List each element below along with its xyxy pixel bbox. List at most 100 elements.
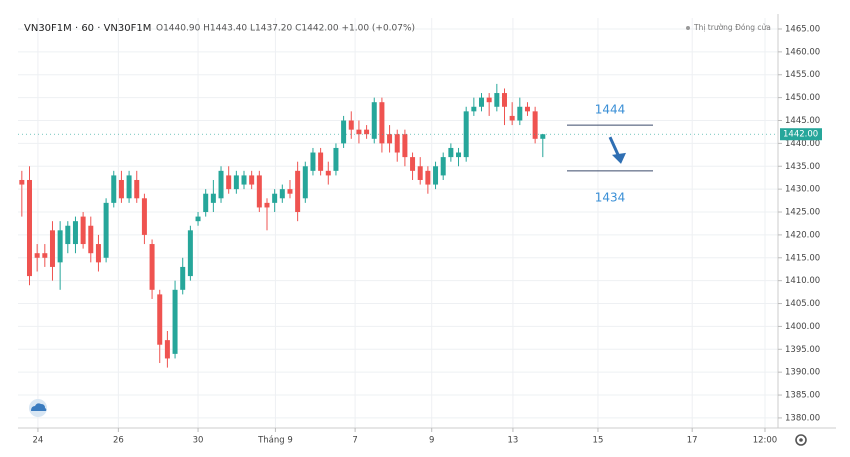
candle-body: [65, 225, 71, 245]
candle-body: [126, 175, 132, 199]
symbol-title: VN30F1M · 60 · VN30F1M: [24, 23, 151, 34]
x-tick-label: 9: [429, 436, 434, 446]
candle-body: [19, 179, 25, 185]
candle-body: [272, 193, 278, 203]
ohlc-legend: O1440.90 H1443.40 L1437.20 C1442.00 +1.0…: [156, 24, 415, 34]
x-tick-label: 17: [687, 436, 698, 446]
candle-body: [486, 97, 492, 103]
candle-body: [249, 175, 255, 185]
candle-body: [371, 102, 377, 139]
y-tick-label: 1400.00: [785, 322, 820, 332]
y-tick-label: 1450.00: [785, 93, 820, 103]
level-label: 1434: [595, 190, 626, 204]
x-tick-label: 15: [593, 436, 604, 446]
candle-body: [172, 289, 178, 354]
y-tick-label: 1460.00: [785, 47, 820, 57]
candle-body: [433, 166, 439, 185]
y-tick-label: 1390.00: [785, 368, 820, 378]
x-tick-label: 26: [113, 436, 124, 446]
y-tick-label: 1395.00: [785, 345, 820, 355]
y-tick-label: 1380.00: [785, 413, 820, 423]
y-tick-label: 1440.00: [785, 139, 820, 149]
candle-body: [118, 179, 124, 199]
candle-body: [103, 202, 109, 258]
logo-cloud: [31, 403, 47, 411]
arrow-shaft: [608, 136, 621, 158]
last-price-label: 1442.00: [783, 130, 818, 140]
candle-body: [210, 193, 216, 203]
candle-body: [57, 230, 63, 263]
candle-body: [402, 134, 408, 158]
candle-body: [256, 175, 262, 208]
candle-body: [448, 147, 454, 158]
candle-body: [341, 120, 347, 144]
candle-body: [72, 221, 78, 245]
candle-body: [364, 129, 370, 135]
candle-body: [279, 189, 285, 199]
candle-body: [88, 225, 94, 254]
candle-body: [187, 230, 193, 277]
last-price-tag: [780, 128, 822, 141]
candle-body: [310, 152, 316, 171]
candle-body: [532, 111, 538, 139]
y-tick-label: 1445.00: [785, 116, 820, 126]
x-tick-label: 12:00: [753, 436, 778, 446]
candle-body: [410, 157, 416, 171]
candle-body: [295, 170, 301, 213]
x-tick-label: 7: [352, 436, 357, 446]
y-tick-label: 1385.00: [785, 391, 820, 401]
level-label: 1444: [595, 103, 626, 117]
candle-body: [456, 152, 462, 158]
arrow-head: [612, 152, 626, 164]
y-tick-label: 1405.00: [785, 299, 820, 309]
candle-body: [241, 175, 247, 185]
gear-center: [799, 438, 803, 442]
candle-body: [333, 147, 339, 171]
candle-body: [180, 266, 186, 290]
candle-body: [134, 179, 140, 199]
candle-body: [394, 134, 400, 153]
y-tick-label: 1455.00: [785, 70, 820, 80]
gear[interactable]: [795, 434, 807, 446]
candle-body: [440, 157, 446, 176]
candle-body: [325, 170, 331, 176]
candle-body: [195, 216, 201, 222]
candle-body: [157, 294, 163, 345]
candle-body: [417, 166, 423, 180]
status-dot: [686, 26, 690, 30]
y-tick-label: 1425.00: [785, 208, 820, 218]
candle-body: [501, 93, 507, 107]
candle-body: [517, 106, 523, 121]
candle-body: [141, 198, 147, 235]
y-tick-label: 1410.00: [785, 276, 820, 286]
candle-body: [524, 106, 530, 112]
candle-body: [356, 129, 362, 135]
candle-body: [494, 93, 500, 107]
candle-body: [287, 189, 293, 194]
candle-body: [264, 202, 270, 208]
candle-body: [164, 340, 170, 359]
y-tick-label: 1420.00: [785, 230, 820, 240]
candle-body: [80, 216, 86, 245]
candle-body: [49, 230, 55, 267]
candle-body: [348, 120, 354, 130]
y-tick-label: 1435.00: [785, 162, 820, 172]
x-tick-label: Tháng 9: [257, 436, 293, 446]
candle-body: [203, 193, 209, 213]
candle-body: [425, 170, 431, 185]
y-tick-label: 1430.00: [785, 185, 820, 195]
candle-body: [218, 170, 224, 199]
candle-body: [226, 175, 232, 190]
x-tick-label: 13: [508, 436, 519, 446]
candle-body: [509, 115, 515, 121]
y-tick-label: 1415.00: [785, 253, 820, 263]
candle-body: [318, 152, 324, 171]
candle-body: [387, 134, 393, 144]
settings-icon[interactable]: [795, 434, 807, 446]
candle-body: [471, 106, 477, 112]
x-tick-label: 30: [193, 436, 204, 446]
candle-body: [540, 134, 546, 139]
candle-body: [95, 244, 101, 263]
